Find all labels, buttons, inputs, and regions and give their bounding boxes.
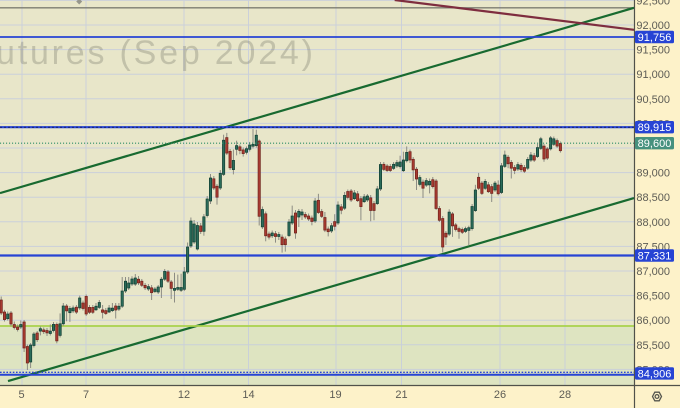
svg-text:5: 5 xyxy=(18,389,24,401)
svg-text:85,500: 85,500 xyxy=(636,340,670,352)
svg-text:87,331: 87,331 xyxy=(638,251,672,263)
svg-text:87,000: 87,000 xyxy=(636,266,670,278)
svg-text:7: 7 xyxy=(83,389,89,401)
svg-text:88,000: 88,000 xyxy=(636,217,670,229)
svg-text:12: 12 xyxy=(178,389,190,401)
svg-text:91,756: 91,756 xyxy=(638,32,672,44)
svg-text:86,000: 86,000 xyxy=(636,315,670,327)
svg-text:90,500: 90,500 xyxy=(636,94,670,106)
svg-text:84,906: 84,906 xyxy=(638,368,672,380)
svg-text:89,600: 89,600 xyxy=(638,138,672,150)
svg-text:89,000: 89,000 xyxy=(636,168,670,180)
svg-text:91,000: 91,000 xyxy=(636,69,670,81)
svg-text:88,500: 88,500 xyxy=(636,192,670,204)
svg-text:92,500: 92,500 xyxy=(636,0,670,7)
svg-text:92,000: 92,000 xyxy=(636,20,670,32)
svg-text:utures (Sep 2024): utures (Sep 2024) xyxy=(0,34,316,72)
svg-text:91,500: 91,500 xyxy=(636,45,670,57)
svg-text:19: 19 xyxy=(329,389,341,401)
svg-text:86,500: 86,500 xyxy=(636,291,670,303)
svg-text:14: 14 xyxy=(242,389,254,401)
svg-text:21: 21 xyxy=(395,389,407,401)
svg-text:89,915: 89,915 xyxy=(638,122,672,134)
svg-text:26: 26 xyxy=(494,389,506,401)
svg-text:28: 28 xyxy=(559,389,571,401)
